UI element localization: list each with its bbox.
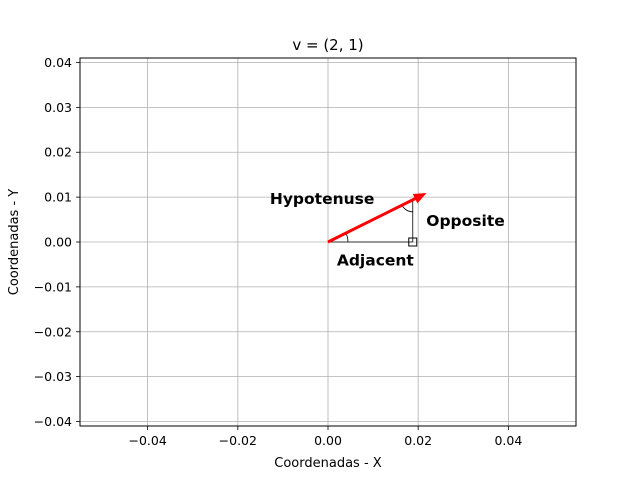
x-tick-label: 0.04 — [494, 433, 522, 448]
right-angle-marker — [408, 237, 418, 247]
y-axis-label: Coordenadas - Y — [7, 189, 22, 296]
y-tick-label: −0.04 — [34, 414, 72, 429]
annotation-opposite: Opposite — [426, 212, 504, 230]
x-tick-label: −0.04 — [128, 433, 166, 448]
vector-arrowhead — [412, 192, 427, 204]
y-tick-label: −0.01 — [34, 279, 72, 294]
y-tick-label: 0.01 — [44, 190, 72, 205]
plot-area: Hypotenuse Opposite Adjacent — [270, 190, 505, 269]
x-axis-label: Coordenadas - X — [274, 456, 382, 471]
y-tick-label: −0.03 — [34, 369, 72, 384]
y-tick-label: −0.02 — [34, 324, 72, 339]
annotation-hypotenuse: Hypotenuse — [270, 190, 375, 208]
y-tick-label: 0.03 — [44, 100, 72, 115]
x-tick-label: −0.02 — [219, 433, 257, 448]
grid — [80, 58, 576, 426]
vector-shaft — [327, 196, 418, 244]
x-tick-label: 0.00 — [314, 433, 342, 448]
annotation-adjacent: Adjacent — [337, 251, 415, 269]
chart-title: v = (2, 1) — [292, 36, 363, 54]
x-tick-label: 0.02 — [404, 433, 432, 448]
ticks: −0.04 −0.02 0.00 0.02 0.04 0.04 0.03 0.02 0.01 0.… — [34, 55, 523, 448]
y-tick-label: 0.00 — [44, 235, 72, 250]
y-tick-label: 0.02 — [44, 145, 72, 160]
y-tick-label: 0.04 — [44, 55, 72, 70]
